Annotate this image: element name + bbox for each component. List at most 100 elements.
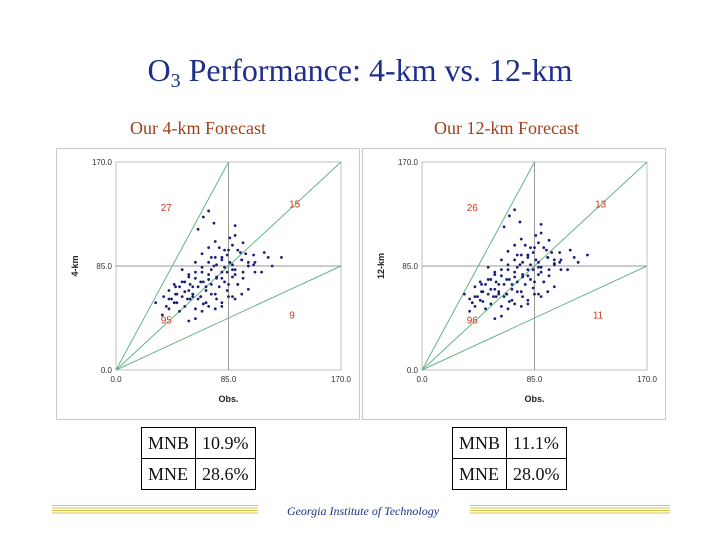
region-count-lower-right: 11	[593, 311, 604, 322]
data-point	[462, 292, 466, 296]
scatter-plot-4km: 0.0 85.0 170.0 0.0 85.0 170.0 Obs. 4-km 27 15 95 9	[56, 148, 360, 420]
data-point	[262, 251, 266, 254]
data-point	[227, 295, 230, 298]
data-point	[559, 258, 563, 262]
figure-frame	[56, 148, 360, 420]
data-point	[513, 275, 517, 279]
data-point	[213, 256, 217, 259]
data-point	[246, 260, 250, 264]
region-count-upper-right: 13	[595, 199, 607, 210]
data-point	[486, 292, 490, 296]
data-point	[217, 285, 221, 289]
data-point	[547, 274, 551, 278]
data-point	[500, 258, 503, 262]
y-tick-label: 85.0	[402, 262, 418, 271]
data-point	[215, 275, 218, 279]
data-point	[572, 256, 576, 259]
data-point	[492, 295, 495, 298]
data-point	[545, 248, 548, 252]
data-point	[167, 297, 171, 301]
data-point	[500, 304, 503, 308]
y-tick-label: 170.0	[92, 158, 113, 167]
data-point	[201, 302, 205, 306]
data-point	[533, 292, 536, 296]
data-point	[233, 297, 237, 301]
data-point	[191, 292, 195, 296]
data-point	[212, 221, 216, 225]
data-point	[539, 295, 543, 298]
stat-value: 11.1%	[506, 427, 567, 459]
data-point	[207, 304, 211, 308]
panel-label-12km: Our 12-km Forecast	[434, 118, 579, 138]
data-point	[521, 275, 524, 279]
stat-name: MNB	[140, 427, 197, 459]
stat-value: 28.6%	[195, 458, 256, 490]
data-point	[515, 290, 519, 294]
data-point	[534, 234, 538, 237]
data-point	[280, 256, 283, 259]
data-point	[180, 268, 184, 272]
data-point	[252, 253, 256, 257]
x-tick-label: 170.0	[331, 375, 352, 384]
data-point	[489, 278, 493, 281]
data-point	[523, 282, 527, 286]
stats-row: MNE 28.0%	[451, 458, 567, 490]
data-point	[521, 295, 524, 298]
y-tick-label: 170.0	[398, 158, 419, 167]
data-point	[526, 256, 530, 259]
panel-label-4km: Our 4-km Forecast	[130, 118, 266, 138]
data-point	[519, 237, 523, 241]
x-tick-label: 170.0	[637, 375, 658, 384]
data-point	[220, 258, 224, 262]
data-point	[502, 225, 506, 229]
data-point	[178, 285, 181, 289]
data-point	[191, 295, 195, 298]
data-point	[207, 273, 211, 276]
data-point	[505, 278, 509, 281]
reference-line-1to1	[421, 161, 648, 371]
data-point	[215, 297, 218, 301]
data-point	[513, 243, 517, 247]
data-point	[518, 220, 522, 224]
scatter-plot-12km: 0.0 85.0 170.0 0.0 85.0 170.0 Obs. 12-km 26 13 96 1…	[362, 148, 666, 420]
data-point	[213, 292, 217, 296]
data-point	[227, 248, 230, 252]
data-point	[188, 297, 192, 301]
data-point	[542, 280, 546, 284]
data-point	[497, 282, 501, 286]
data-point	[246, 264, 250, 268]
data-point	[500, 274, 503, 278]
data-point	[547, 238, 551, 242]
data-point	[270, 264, 274, 268]
reference-line-2to1	[115, 161, 229, 371]
data-point	[526, 302, 530, 306]
stats-table-4km: MNB 10.9% MNE 28.6%	[140, 427, 256, 490]
data-point	[194, 317, 197, 321]
data-point	[518, 263, 522, 267]
data-point	[542, 246, 546, 250]
x-tick-label: 85.0	[221, 375, 237, 384]
data-point	[476, 295, 479, 298]
data-point	[201, 280, 205, 284]
data-point	[174, 285, 177, 289]
data-point	[207, 260, 211, 264]
data-point	[515, 265, 519, 269]
data-point	[228, 260, 232, 264]
data-point	[493, 317, 497, 321]
region-count-lower-left: 95	[161, 316, 173, 327]
data-point	[497, 292, 501, 296]
data-point	[550, 251, 554, 254]
stats-row: MNB 10.9%	[140, 427, 256, 459]
data-point	[167, 289, 171, 292]
data-point	[167, 307, 171, 311]
data-point	[546, 256, 550, 259]
data-point	[241, 276, 245, 280]
data-point	[253, 270, 257, 274]
data-point	[558, 260, 562, 264]
data-point	[539, 265, 543, 269]
data-point	[523, 243, 527, 247]
data-point	[515, 253, 519, 257]
data-point	[519, 304, 523, 308]
data-point	[526, 268, 530, 272]
data-point	[188, 282, 192, 286]
